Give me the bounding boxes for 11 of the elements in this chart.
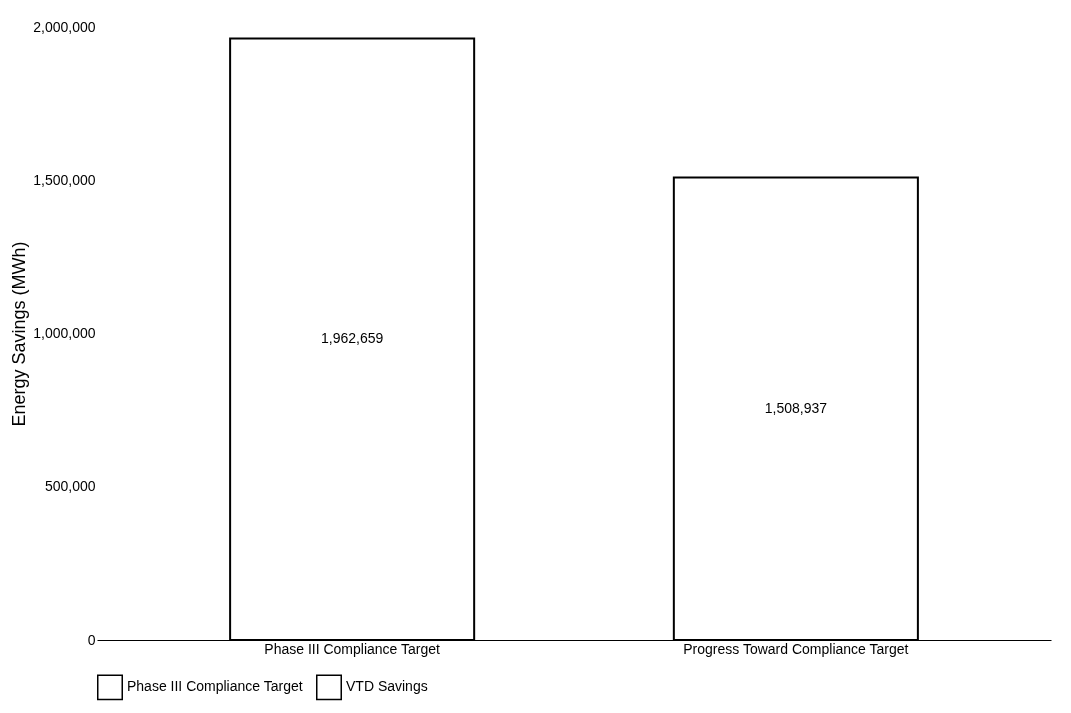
data-label: 1,508,937 <box>764 399 828 416</box>
y-tick-label: 500,000 <box>44 478 96 495</box>
legend-label: Phase III Compliance Target <box>127 678 303 695</box>
legend-label: VTD Savings <box>346 678 428 695</box>
x-tick-label: Progress Toward Compliance Target <box>683 640 909 657</box>
y-tick-label: 0 <box>87 631 96 648</box>
data-label: 1,962,659 <box>320 330 384 347</box>
y-axis-title: Energy Savings (MWh) <box>9 241 30 427</box>
y-tick-label: 2,000,000 <box>33 18 96 35</box>
y-tick-label: 1,000,000 <box>33 325 96 341</box>
y-tick-label: 1,500,000 <box>33 171 96 188</box>
